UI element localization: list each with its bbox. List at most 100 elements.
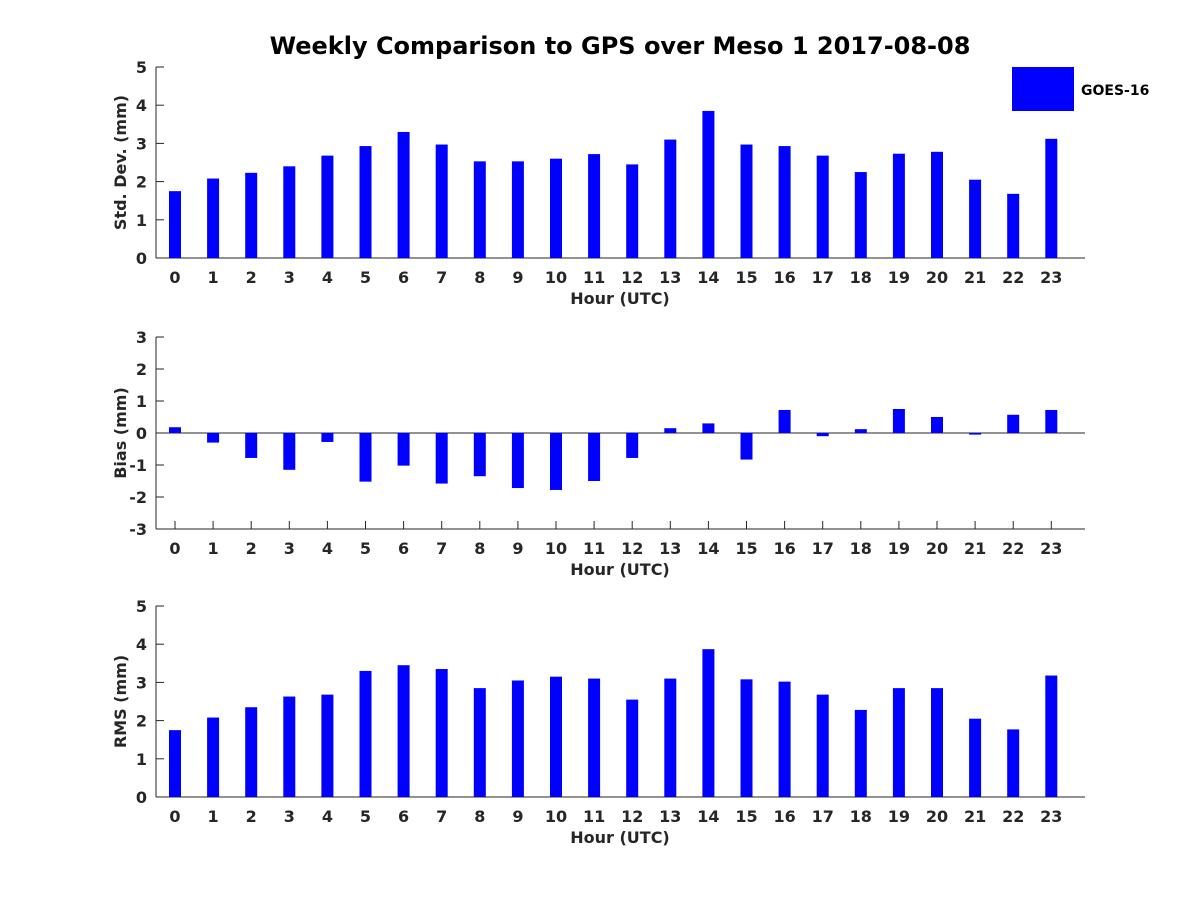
rms-xtick-label: 15 bbox=[735, 807, 757, 826]
bias-bar-hour-18 bbox=[854, 429, 867, 433]
rms-xtick-label: 13 bbox=[659, 807, 681, 826]
std-dev-xtick-label: 0 bbox=[169, 268, 180, 287]
bias-bar-hour-0 bbox=[169, 427, 181, 433]
rms-bar-hour-20 bbox=[931, 688, 943, 797]
rms-xtick-label: 14 bbox=[697, 807, 719, 826]
std-dev-bar-hour-6 bbox=[397, 131, 410, 258]
chart-title: Weekly Comparison to GPS over Meso 1 201… bbox=[270, 32, 971, 60]
std-dev-xtick-label: 10 bbox=[545, 268, 567, 287]
bias-xtick-label: 21 bbox=[964, 539, 986, 558]
std-dev-bar-hour-15 bbox=[740, 144, 753, 258]
std-dev-bar-hour-11 bbox=[588, 154, 601, 258]
bias-ytick-label: -2 bbox=[129, 488, 147, 507]
bias-xtick-label: 19 bbox=[888, 539, 910, 558]
rms-bar-hour-23 bbox=[1045, 675, 1058, 797]
std-dev-ytick-label: 2 bbox=[136, 173, 147, 192]
rms-ytick-label: 2 bbox=[136, 712, 147, 731]
rms-xtick-label: 10 bbox=[545, 807, 567, 826]
std-dev-xtick-label: 22 bbox=[1002, 268, 1024, 287]
bias-bar-hour-16 bbox=[778, 409, 791, 433]
bias-bar-hour-14 bbox=[702, 423, 715, 433]
bias-bar-hour-13 bbox=[664, 428, 677, 433]
std-dev-bar-hour-23 bbox=[1045, 138, 1058, 258]
std-dev-xtick-label: 5 bbox=[360, 268, 371, 287]
std-dev-xtick-label: 3 bbox=[284, 268, 295, 287]
rms-xtick-label: 1 bbox=[208, 807, 219, 826]
bias-bar-hour-2 bbox=[245, 433, 258, 458]
bias-xtick-label: 2 bbox=[246, 539, 257, 558]
rms-bar-hour-2 bbox=[245, 707, 258, 797]
std-dev-bar-hour-0 bbox=[169, 191, 181, 258]
std-dev-bar-hour-18 bbox=[854, 172, 867, 258]
bias-ytick-label: 2 bbox=[136, 360, 147, 379]
rms-ytick-label: 4 bbox=[136, 635, 147, 654]
std-dev-ytick-label: 0 bbox=[136, 249, 147, 268]
rms-xtick-label: 4 bbox=[322, 807, 333, 826]
std-dev-xtick-label: 7 bbox=[436, 268, 447, 287]
rms-xtick-label: 3 bbox=[284, 807, 295, 826]
std-dev-xtick-label: 1 bbox=[208, 268, 219, 287]
bias-bar-hour-11 bbox=[588, 433, 601, 481]
std-dev-ytick-label: 5 bbox=[136, 58, 147, 77]
rms-ytick-label: 0 bbox=[136, 788, 147, 807]
bias-bar-hour-19 bbox=[892, 409, 905, 433]
bias-bar-hour-10 bbox=[550, 433, 562, 490]
rms-xtick-label: 11 bbox=[583, 807, 605, 826]
std-dev-bar-hour-14 bbox=[702, 110, 715, 259]
std-dev-xtick-label: 9 bbox=[512, 268, 523, 287]
legend-label: GOES-16 bbox=[1081, 83, 1149, 99]
bias-xtick-label: 6 bbox=[398, 539, 409, 558]
rms-xtick-label: 18 bbox=[850, 807, 872, 826]
rms-bar-hour-0 bbox=[169, 730, 181, 797]
std-dev-bar-hour-7 bbox=[435, 144, 448, 258]
bias-xtick-label: 4 bbox=[322, 539, 333, 558]
rms-bar-hour-17 bbox=[816, 694, 829, 797]
bias-ytick-label: 0 bbox=[136, 424, 147, 443]
std-dev-y-axis-label: Std. Dev. (mm) bbox=[111, 95, 130, 230]
rms-bar-hour-9 bbox=[511, 680, 524, 797]
rms-xtick-label: 19 bbox=[888, 807, 910, 826]
std-dev-bar-hour-22 bbox=[1007, 193, 1020, 258]
bias-bar-hour-3 bbox=[283, 433, 296, 470]
rms-xtick-label: 16 bbox=[773, 807, 795, 826]
bias-xtick-label: 22 bbox=[1002, 539, 1024, 558]
std-dev-bar-hour-19 bbox=[892, 153, 905, 258]
rms-bar-hour-12 bbox=[626, 699, 639, 797]
bias-bar-hour-23 bbox=[1045, 409, 1058, 433]
std-dev-ytick-label: 4 bbox=[136, 96, 147, 115]
bias-bar-hour-9 bbox=[511, 433, 524, 489]
std-dev-xtick-label: 13 bbox=[659, 268, 681, 287]
std-dev-bar-hour-8 bbox=[473, 161, 486, 258]
bias-bar-hour-15 bbox=[740, 433, 753, 460]
std-dev-bar-hour-20 bbox=[931, 151, 943, 258]
std-dev-x-axis-label: Hour (UTC) bbox=[570, 289, 670, 308]
legend: GOES-16 bbox=[1012, 67, 1149, 111]
bias-bar-hour-7 bbox=[435, 433, 448, 484]
bias-xtick-label: 0 bbox=[169, 539, 180, 558]
rms-xtick-label: 17 bbox=[812, 807, 834, 826]
bias-xtick-label: 16 bbox=[773, 539, 795, 558]
bias-bar-hour-20 bbox=[931, 417, 943, 433]
std-dev-bar-hour-4 bbox=[321, 155, 334, 258]
std-dev-bar-hour-1 bbox=[207, 178, 220, 258]
rms-bar-hour-16 bbox=[778, 681, 791, 797]
std-dev-xtick-label: 16 bbox=[773, 268, 795, 287]
std-dev-bar-hour-12 bbox=[626, 164, 639, 258]
rms-xtick-label: 9 bbox=[512, 807, 523, 826]
std-dev-bar-hour-17 bbox=[816, 155, 829, 258]
rms-bar-hour-13 bbox=[664, 678, 677, 797]
rms-ytick-label: 5 bbox=[136, 597, 147, 616]
std-dev-xtick-label: 2 bbox=[246, 268, 257, 287]
std-dev-xtick-label: 15 bbox=[735, 268, 757, 287]
std-dev-xtick-label: 11 bbox=[583, 268, 605, 287]
rms-x-axis-label: Hour (UTC) bbox=[570, 828, 670, 847]
rms-bar-hour-19 bbox=[892, 688, 905, 797]
bias-xtick-label: 11 bbox=[583, 539, 605, 558]
bias-xtick-label: 17 bbox=[812, 539, 834, 558]
rms-xtick-label: 20 bbox=[926, 807, 948, 826]
std-dev-bar-hour-5 bbox=[359, 146, 372, 258]
bias-bar-hour-1 bbox=[207, 433, 220, 443]
bias-xtick-label: 8 bbox=[474, 539, 485, 558]
